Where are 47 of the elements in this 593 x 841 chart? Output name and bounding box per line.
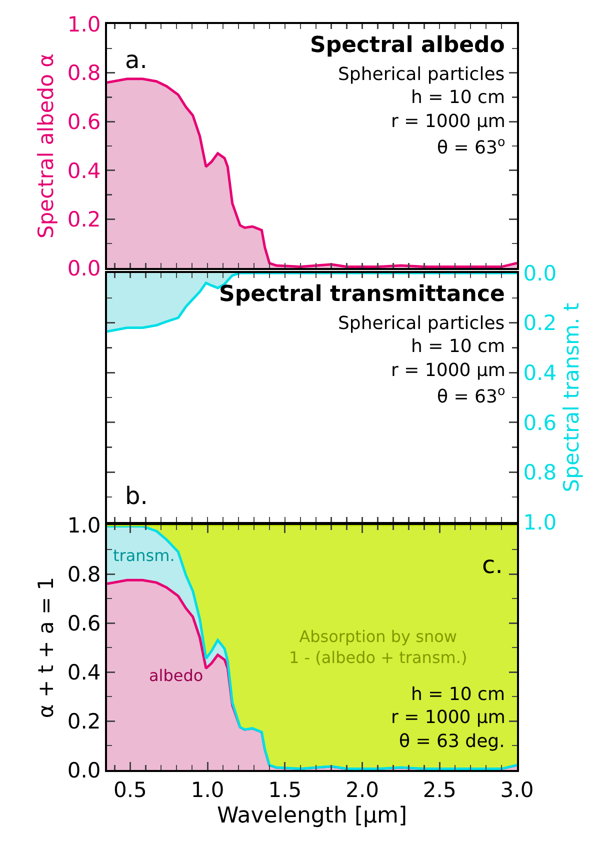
y2-tick-label: 0.4: [523, 360, 557, 385]
annotation: r = 1000 μm: [391, 360, 506, 381]
series-label: Absorption by snow 1 - (albedo + transm.): [289, 627, 468, 667]
text: Spectral albedo: [310, 33, 505, 58]
x-tick-label: 2.5: [422, 778, 456, 802]
annotation: θ = 63$^{o}$: [437, 383, 506, 408]
y-tick-label: 0.8: [67, 61, 101, 86]
annotation: b.: [125, 482, 148, 510]
annotation: h = 10 cm: [411, 684, 505, 705]
y-tick-label: 0.4: [67, 660, 101, 684]
annotation: θ = 63$^{o}$: [437, 134, 506, 159]
y-tick-label: 0.0: [67, 256, 101, 280]
y-axis-title: α + t + a = 1: [34, 576, 58, 718]
annotation: h = 10 cm: [411, 87, 505, 108]
y-tick-label: 0.0: [67, 758, 101, 782]
y-tick-label: 1.0: [67, 513, 101, 538]
y-tick-label: 0.4: [67, 158, 101, 183]
annotation: h = 10 cm: [411, 336, 505, 357]
y-tick-label: 0.8: [67, 562, 101, 586]
text: Spectral transmittance: [219, 282, 505, 307]
x-tick-label: 0.5: [114, 778, 147, 802]
y-tick-label: 0.2: [67, 709, 101, 734]
annotation: θ = 63 deg.: [399, 731, 505, 752]
y2-tick-label: 0.0: [523, 261, 557, 286]
y-tick-label: 0.6: [67, 611, 101, 636]
y-tick-label: 0.2: [67, 208, 101, 232]
x-tick-label: 2.0: [346, 778, 379, 802]
y-tick-label: 0.6: [67, 110, 101, 134]
x-tick-label: 1.5: [268, 778, 302, 802]
y2-axis-title: Spectral transm. t: [559, 302, 584, 492]
x-tick-label: 1.0: [190, 778, 224, 802]
annotation: r = 1000 μm: [391, 111, 506, 132]
y2-tick-label: 1.0: [523, 510, 557, 534]
y-axis-title: Spectral albedo α: [34, 53, 58, 239]
text: Spherical particles: [338, 313, 505, 334]
text: Spherical particles: [338, 64, 505, 85]
x-axis-title: Wavelength [μm]: [216, 804, 408, 829]
series-label: transm.: [113, 546, 175, 565]
y2-tick-label: 0.8: [523, 460, 557, 485]
y2-tick-label: 0.2: [523, 311, 557, 336]
annotation: c.: [482, 551, 503, 579]
series-label: albedo: [149, 666, 204, 685]
y-tick-label: 1.0: [67, 12, 101, 36]
annotation: r = 1000 μm: [391, 707, 506, 728]
x-tick-label: 3.0: [500, 778, 534, 802]
annotation: a.: [125, 46, 148, 74]
y2-tick-label: 0.6: [523, 410, 557, 435]
